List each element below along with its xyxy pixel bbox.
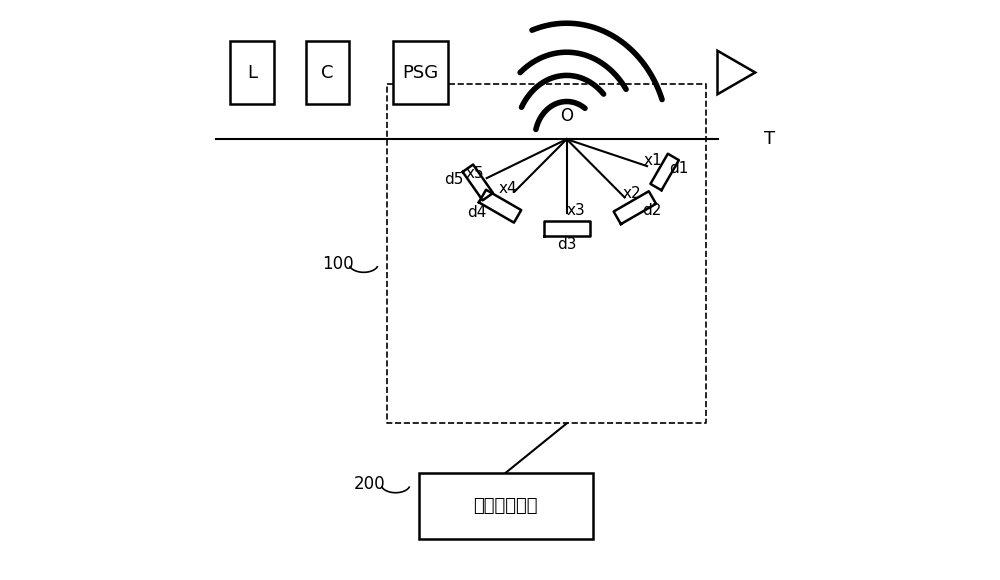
Text: T: T — [764, 130, 775, 148]
Polygon shape — [479, 190, 521, 223]
Text: x5: x5 — [466, 166, 484, 181]
Polygon shape — [650, 154, 679, 190]
Text: 100: 100 — [322, 255, 353, 273]
Bar — [393, 41, 448, 104]
Polygon shape — [614, 191, 656, 224]
Text: x1: x1 — [644, 153, 662, 168]
Text: d5: d5 — [444, 172, 463, 187]
Polygon shape — [463, 165, 493, 200]
Text: d3: d3 — [557, 237, 576, 252]
Bar — [306, 41, 349, 104]
Text: L: L — [247, 63, 257, 82]
Text: 计算处理单元: 计算处理单元 — [474, 497, 538, 515]
Text: C: C — [321, 63, 334, 82]
Bar — [230, 41, 274, 104]
Text: PSG: PSG — [402, 63, 438, 82]
Text: x4: x4 — [498, 180, 517, 195]
Text: x2: x2 — [622, 187, 641, 201]
Text: 200: 200 — [354, 475, 385, 494]
Text: d2: d2 — [643, 203, 662, 218]
Polygon shape — [544, 221, 590, 235]
Text: d1: d1 — [669, 161, 689, 176]
Text: d4: d4 — [467, 205, 486, 219]
Text: O: O — [560, 107, 573, 125]
Bar — [419, 473, 593, 539]
Text: x3: x3 — [567, 203, 585, 218]
